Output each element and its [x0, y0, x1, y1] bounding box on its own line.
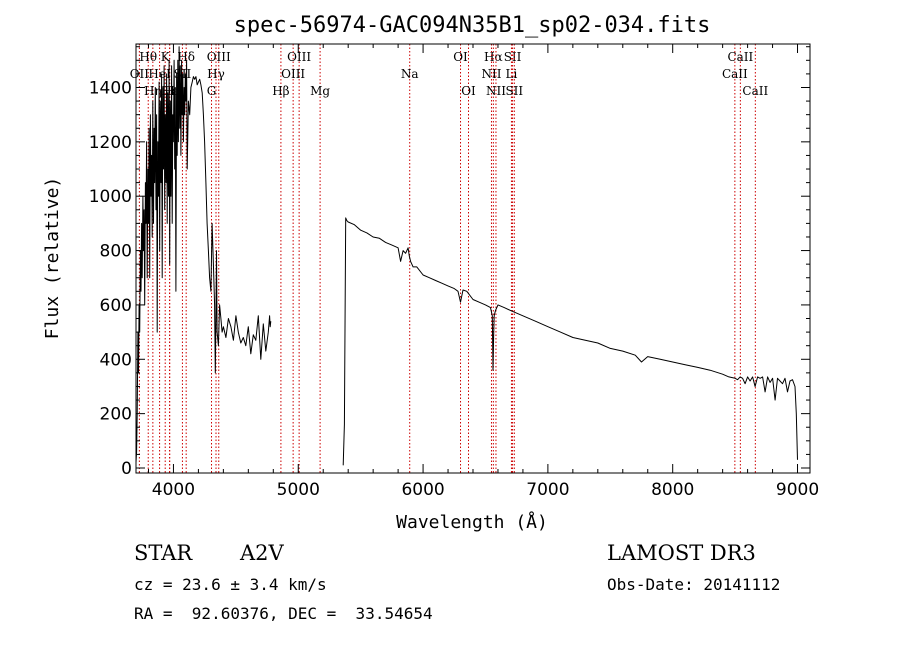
coordinates: RA = 92.60376, DEC = 33.54654 — [134, 604, 433, 623]
spectral-line-label: Hβ — [272, 84, 289, 98]
plot-frame — [135, 43, 811, 474]
spectral-line-label: OIII — [207, 50, 231, 64]
y-tick-label: 1000 — [89, 187, 132, 207]
y-tick-label: 0 — [121, 459, 132, 479]
y-axis-label: Flux (relative) — [42, 177, 63, 340]
spectral-line-label: OI — [453, 50, 468, 64]
x-tick-label: 7000 — [526, 480, 569, 500]
object-class: STAR — [134, 541, 193, 565]
spectral-line-label: G — [207, 84, 217, 98]
x-tick-label: 4000 — [152, 480, 195, 500]
spectral-line-label: CaII — [722, 67, 748, 81]
y-tick-label: 1400 — [89, 78, 132, 98]
spectral-line-label: Na — [401, 67, 419, 81]
spectral-line-label: OIII — [281, 67, 305, 81]
observation-date: Obs-Date: 20141112 — [607, 575, 780, 594]
spectral-line-label: OI — [461, 84, 476, 98]
survey-name: LAMOST DR3 — [607, 541, 756, 565]
spectral-line-label: Hη — [144, 84, 162, 98]
spectral-line-label: OIII — [287, 50, 311, 64]
y-tick-label: 400 — [100, 350, 132, 370]
spectral-line-label: SII — [504, 50, 522, 64]
spectral-line-label: Hθ — [139, 50, 157, 64]
y-tick-label: 800 — [100, 242, 132, 262]
y-tick-label: 600 — [100, 296, 132, 316]
chart-title: spec-56974-GAC094N35B1_sp02-034.fits — [234, 13, 711, 38]
x-tick-label: 8000 — [651, 480, 694, 500]
x-tick-label: 5000 — [277, 480, 320, 500]
y-tick-label: 200 — [100, 405, 132, 425]
y-tick-label: 1200 — [89, 133, 132, 153]
spectrum-series — [135, 46, 798, 466]
spectral-line-label: NII — [486, 84, 506, 98]
spectral-line-label: Li — [506, 67, 518, 81]
spectral-line-label: NII — [481, 67, 501, 81]
redshift-cz: cz = 23.6 ± 3.4 km/s — [134, 575, 327, 594]
spectral-line-label: Hγ — [207, 67, 225, 81]
x-tick-label: 9000 — [776, 480, 819, 500]
x-tick-label: 6000 — [401, 480, 444, 500]
spectrum-line — [135, 46, 272, 463]
spectral-line-label: CaII — [727, 50, 753, 64]
spectral-line-label: K — [161, 50, 171, 64]
spectral-line-label: CaII — [742, 84, 768, 98]
spectral-line-label: HeI — [148, 67, 171, 81]
x-axis-label: Wavelength (Å) — [396, 511, 548, 533]
spectral-line-label: SII — [505, 84, 523, 98]
y-axis: 0 200 400 600 800 1000 1200 1400 — [89, 46, 810, 479]
spectral-line-label: Mg — [310, 84, 330, 98]
spectral-line-label: Hα — [484, 50, 503, 64]
x-axis: 4000 5000 6000 7000 8000 9000 — [147, 44, 819, 500]
spectrum-line — [342, 217, 798, 466]
object-subclass: A2V — [239, 541, 285, 565]
